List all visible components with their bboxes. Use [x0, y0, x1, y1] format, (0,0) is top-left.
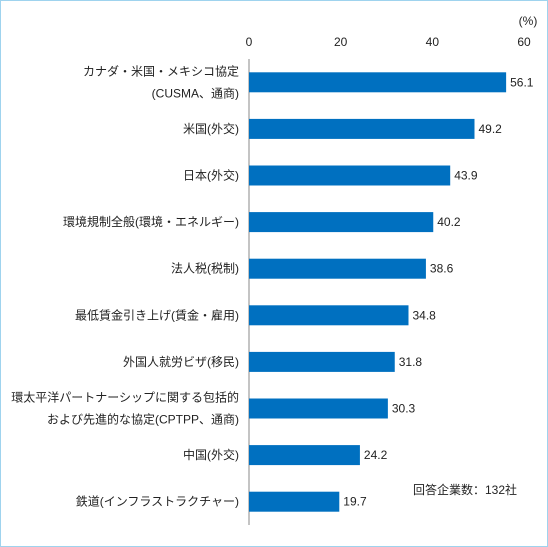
value-label: 31.8 — [399, 355, 423, 369]
bar — [249, 212, 434, 233]
category-label: 環太平洋パートナーシップに関する包括的 — [11, 390, 239, 405]
category-label: 最低賃金引き上げ(賃金・雇用) — [75, 307, 239, 322]
category-label: カナダ・米国・メキシコ協定 — [83, 63, 239, 78]
x-tick-label: 40 — [426, 35, 440, 49]
category-label: 米国(外交) — [183, 121, 239, 136]
category-label: 法人税(税制) — [171, 262, 239, 276]
value-label: 49.2 — [479, 122, 503, 136]
category-label: および先進的な協定(CPTPP、通商) — [47, 412, 239, 427]
value-labels: 56.1 49.2 43.9 40.2 38.6 34.8 31.8 30.3 24.2 19.7 — [343, 75, 534, 508]
x-tick-label: 0 — [246, 35, 253, 49]
bar — [249, 398, 388, 419]
category-labels: カナダ・米国・メキシコ協定 (CUSMA、通商) 米国(外交) 日本(外交) 環境規制全… — [11, 63, 239, 508]
category-label: 鉄道(インフラストラクチャー) — [76, 494, 239, 509]
bar — [249, 491, 340, 512]
value-label: 56.1 — [510, 75, 534, 89]
category-label: 環境規制全般(環境・エネルギー) — [63, 214, 239, 229]
category-label: 外国人就労ビザ(移民) — [123, 355, 239, 369]
x-tick-label: 60 — [517, 35, 531, 49]
value-label: 19.7 — [343, 495, 367, 509]
unit-label: (%) — [519, 14, 538, 28]
bar — [249, 445, 360, 466]
bar — [249, 258, 426, 279]
x-tick-label: 20 — [334, 35, 348, 49]
bar — [249, 305, 409, 326]
value-label: 30.3 — [392, 402, 416, 416]
category-label: (CUSMA、通商) — [152, 85, 239, 100]
bar — [249, 72, 507, 93]
x-tick-labels: 0 20 40 60 — [246, 35, 531, 49]
bar — [249, 165, 451, 186]
category-label: 中国(外交) — [183, 447, 239, 462]
category-label: 日本(外交) — [183, 168, 239, 183]
value-label: 38.6 — [430, 262, 454, 276]
respondent-note: 回答企業数：132社 — [413, 482, 517, 497]
value-label: 40.2 — [437, 215, 461, 229]
bar — [249, 351, 395, 372]
bar — [249, 118, 475, 139]
value-label: 24.2 — [364, 448, 388, 462]
value-label: 34.8 — [413, 308, 437, 322]
bars-group — [249, 72, 507, 512]
value-label: 43.9 — [454, 169, 478, 183]
